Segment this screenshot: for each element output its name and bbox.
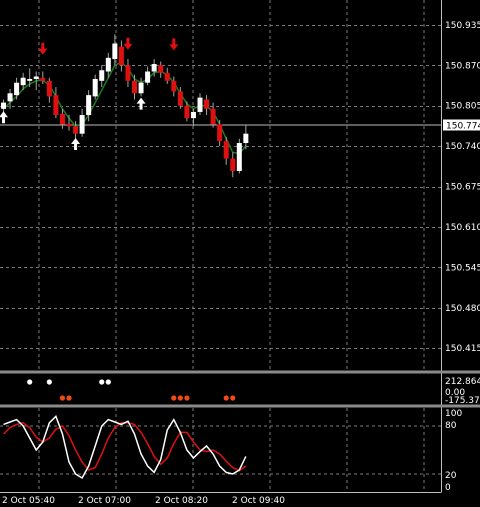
bear-candle [118, 46, 124, 66]
bear-candle [223, 141, 229, 159]
indicator1-zero-label: 0.00 [445, 388, 465, 398]
price-tick-label: 150.545 [445, 263, 480, 273]
bull-candle [105, 57, 111, 72]
white-dot [105, 379, 111, 385]
bull-candle [151, 64, 157, 72]
sell-arrow-icon [169, 38, 179, 51]
current-price-badge: 150.774 [443, 119, 480, 131]
white-dot [27, 379, 33, 385]
price-axis: 150.935 150.870 150.805 150.740 150.675 150.6… [445, 21, 480, 354]
bear-candle [125, 65, 131, 81]
white-dot [99, 379, 105, 385]
bear-candle [59, 113, 65, 125]
bull-candle [1, 102, 6, 109]
bull-candle [112, 43, 118, 60]
bear-candle [217, 124, 223, 142]
price-tick-label: 150.415 [445, 344, 480, 354]
orange-dot [184, 395, 190, 401]
price-tick-label: 150.870 [445, 61, 480, 71]
bull-candle [243, 133, 249, 144]
bull-candle [138, 82, 144, 94]
indicator1-upper-label: 212.8641 [445, 377, 480, 387]
signal-arrows [0, 37, 179, 151]
price-tick-label: 150.610 [445, 223, 480, 233]
buy-arrow-icon [71, 138, 81, 151]
bull-candle [197, 97, 203, 112]
dot-indicator [27, 379, 236, 401]
bull-candle [27, 78, 33, 81]
bear-candle [184, 105, 190, 119]
time-label-0700: 2 Oct 07:00 [78, 496, 131, 506]
time-axis: 2 Oct 05:40 2 Oct 07:00 2 Oct 08:20 2 Oc… [2, 496, 285, 506]
current-price-label: 150.774 [446, 121, 480, 131]
bear-candle [158, 65, 164, 73]
bear-candle [132, 80, 137, 94]
price-tick-label: 150.935 [445, 21, 480, 31]
bear-candle [53, 95, 59, 116]
oscillator-label-0: 0 [445, 483, 451, 493]
orange-dot [66, 395, 72, 401]
bear-candle [177, 91, 183, 106]
bear-candle [164, 72, 170, 81]
stochastic-oscillator [2, 415, 247, 480]
bull-candle [7, 93, 13, 102]
oscillator-grid [0, 408, 441, 492]
time-label-0820: 2 Oct 08:20 [155, 496, 208, 506]
bull-candle [92, 78, 98, 97]
time-label-0940: 2 Oct 09:40 [232, 496, 285, 506]
oscillator-label-80: 80 [445, 421, 457, 431]
orange-dot [230, 395, 236, 401]
price-tick-label: 150.740 [445, 142, 480, 152]
bear-candle [210, 108, 216, 125]
bull-candle [145, 71, 151, 83]
bear-candle [40, 77, 46, 81]
buy-arrow-icon [0, 111, 8, 124]
indicator1-lower-label: -175.373 [445, 396, 480, 406]
bear-candle [204, 99, 210, 109]
bull-candle [190, 111, 196, 119]
bull-candle [79, 115, 85, 134]
oscillator-label-20: 20 [445, 471, 457, 481]
orange-dot [223, 395, 229, 401]
buy-arrow-icon [136, 97, 146, 110]
oscillator-label-100: 100 [445, 409, 462, 419]
orange-dot [59, 395, 66, 401]
bear-candle [73, 126, 79, 134]
stochastic-main-line [3, 415, 247, 480]
bear-candle [66, 123, 72, 127]
time-label-0540: 2 Oct 05:40 [2, 496, 55, 506]
sell-arrow-icon [123, 37, 133, 50]
bear-candle [230, 158, 236, 172]
price-tick-label: 150.675 [445, 183, 480, 193]
orange-dot [177, 395, 183, 401]
bull-candle [33, 76, 39, 79]
bear-candle [171, 80, 177, 92]
orange-dot [171, 395, 177, 401]
bull-candle [236, 143, 242, 172]
price-tick-label: 150.480 [445, 304, 480, 314]
sell-arrow-icon [38, 42, 48, 55]
price-tick-label: 150.805 [445, 102, 480, 112]
bear-candle [46, 80, 52, 97]
bull-candle [99, 70, 105, 81]
bull-candle [86, 95, 92, 116]
bull-candle [20, 77, 26, 86]
white-dot [46, 379, 52, 385]
bull-candle [14, 82, 20, 96]
candlestick-series[interactable] [1, 34, 249, 178]
main-grid [0, 0, 441, 370]
